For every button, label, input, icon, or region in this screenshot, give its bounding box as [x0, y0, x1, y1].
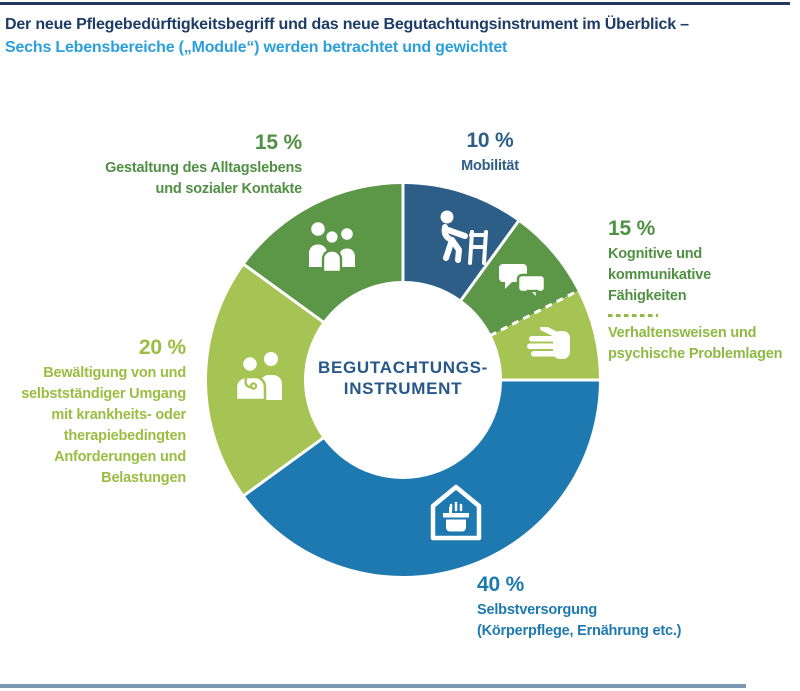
segment-divider-dashed [489, 289, 580, 338]
label-line: selbstständiger Umgang [21, 386, 186, 402]
label-line: psychische Problemlagen [608, 346, 783, 362]
percent-bewaeltigung: 20 % [138, 336, 186, 359]
label-line: Selbstversorgung [477, 602, 598, 618]
label-line: Kognitive und kommunikative [608, 246, 711, 283]
label-line: Bewältigung von und [43, 365, 186, 381]
percent-gestaltung: 15 % [254, 131, 302, 154]
segment-mobilitaet [403, 184, 519, 300]
label-line: therapiebedingten [63, 428, 186, 444]
center-label-line-2: INSTRUMENT [343, 379, 463, 398]
doctor-patient-icon [234, 352, 282, 402]
label-kognitive: 15 % Kognitive und kommunikative Fähigke… [608, 217, 800, 365]
center-label: BEGUTACHTUNGS- INSTRUMENT [293, 357, 513, 399]
bottom-rule [0, 684, 746, 688]
speech-bubbles-icon [499, 264, 547, 303]
segment-divider-solid [242, 262, 326, 324]
label-bewaeltigung: 20 % Bewältigung von und selbstständiger… [21, 336, 186, 489]
label-gestaltung: 15 % Gestaltung des Alltagslebens und so… [105, 131, 302, 200]
label-line: Gestaltung des Alltagslebens [105, 160, 302, 176]
page-title-line-2: Sechs Lebensbereiche („Module“) werden b… [5, 39, 508, 56]
dashed-divider [608, 314, 658, 317]
hand-icon [527, 327, 570, 359]
center-label-line-1: BEGUTACHTUNGS- [317, 358, 489, 377]
segment-divider-solid [242, 436, 326, 498]
page-title-line-1: Der neue Pflegebedürftigkeitsbegriff und… [5, 16, 689, 33]
page-title: Der neue Pflegebedürftigkeitsbegriff und… [5, 13, 689, 59]
percent-mobilitaet: 10 % [466, 129, 514, 152]
label-mobilitaet: 10 % Mobilität [420, 129, 560, 177]
label-line: Verhaltensweisen und [608, 325, 757, 341]
label-line: mit krankheits- oder [51, 407, 186, 423]
group-of-people-icon [309, 222, 355, 273]
percent-selbstversorgung: 40 % [477, 573, 525, 596]
donut-chart [173, 150, 633, 610]
label-line: Mobilität [461, 158, 519, 174]
segment-divider-solid [459, 219, 521, 303]
donut-svg [207, 182, 601, 576]
top-rule [0, 2, 790, 5]
segment-verhaltensweisen [491, 291, 599, 380]
house-cooking-pot-icon [430, 484, 482, 541]
label-line: (Körperpflege, Ernährung etc.) [477, 623, 682, 639]
label-line: Fähigkeiten [608, 288, 687, 304]
label-line: und sozialer Kontakte [155, 181, 303, 197]
person-with-walker-icon [440, 210, 488, 265]
label-line: Belastungen [101, 470, 186, 486]
label-selbstversorgung: 40 % Selbstversorgung (Körperpflege, Ern… [477, 573, 681, 642]
label-line: Anforderungen und [54, 449, 186, 465]
segment-selbstversorgung [244, 380, 599, 576]
percent-kognitive: 15 % [608, 217, 656, 240]
